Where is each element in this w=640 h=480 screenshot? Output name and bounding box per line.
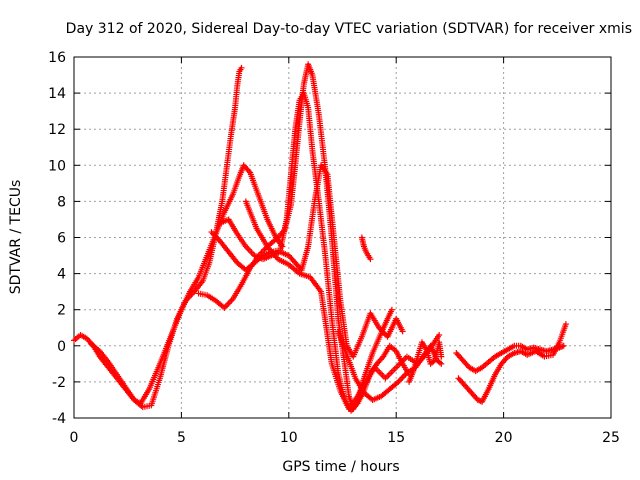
x-axis-label: GPS time / hours: [282, 459, 399, 475]
data-point: [238, 64, 245, 71]
series-I: [406, 339, 445, 385]
x-tick-label: 15: [387, 430, 405, 446]
data-point: [438, 360, 445, 367]
data-point: [560, 342, 567, 349]
x-tick-label: 20: [495, 430, 513, 446]
data-point: [388, 306, 395, 313]
y-tick-label: 14: [48, 86, 66, 102]
series-K: [455, 321, 569, 405]
y-axis-label: SDTVAR / TECUs: [8, 180, 24, 295]
y-tick-label: 6: [57, 231, 66, 247]
data-points: [71, 61, 569, 414]
series-D: [208, 90, 413, 414]
y-tick-label: -4: [52, 411, 66, 427]
data-point: [438, 353, 445, 360]
series-C: [195, 61, 395, 412]
x-tick-label: 10: [280, 430, 298, 446]
series-A: [71, 162, 286, 407]
x-tick-label: 0: [70, 430, 79, 446]
chart-title: Day 312 of 2020, Sidereal Day-to-day VTE…: [66, 21, 632, 37]
data-point: [436, 331, 443, 338]
y-tick-label: 2: [57, 303, 66, 319]
y-tick-label: 10: [48, 158, 66, 174]
plot-frame: [73, 56, 612, 419]
y-tick-label: 12: [48, 122, 66, 138]
x-tick-label: 5: [177, 430, 186, 446]
series-E: [217, 162, 406, 360]
y-tick-label: 0: [57, 339, 66, 355]
y-tick-label: 16: [48, 50, 66, 66]
x-tick-label: 25: [602, 430, 620, 446]
grid-lines: [74, 57, 611, 418]
data-point: [367, 256, 374, 263]
y-tick-label: 8: [57, 194, 66, 210]
series-G: [335, 328, 445, 403]
axis-ticks: 0 5 10 15 20 25 -4 -2 0 2 4 6 8 10 12 14 16: [48, 50, 620, 446]
data-point: [562, 321, 569, 328]
data-point: [399, 328, 406, 335]
series-H: [358, 234, 374, 263]
y-tick-label: -2: [52, 375, 66, 391]
y-tick-label: 4: [57, 267, 66, 283]
series-B: [88, 64, 245, 411]
